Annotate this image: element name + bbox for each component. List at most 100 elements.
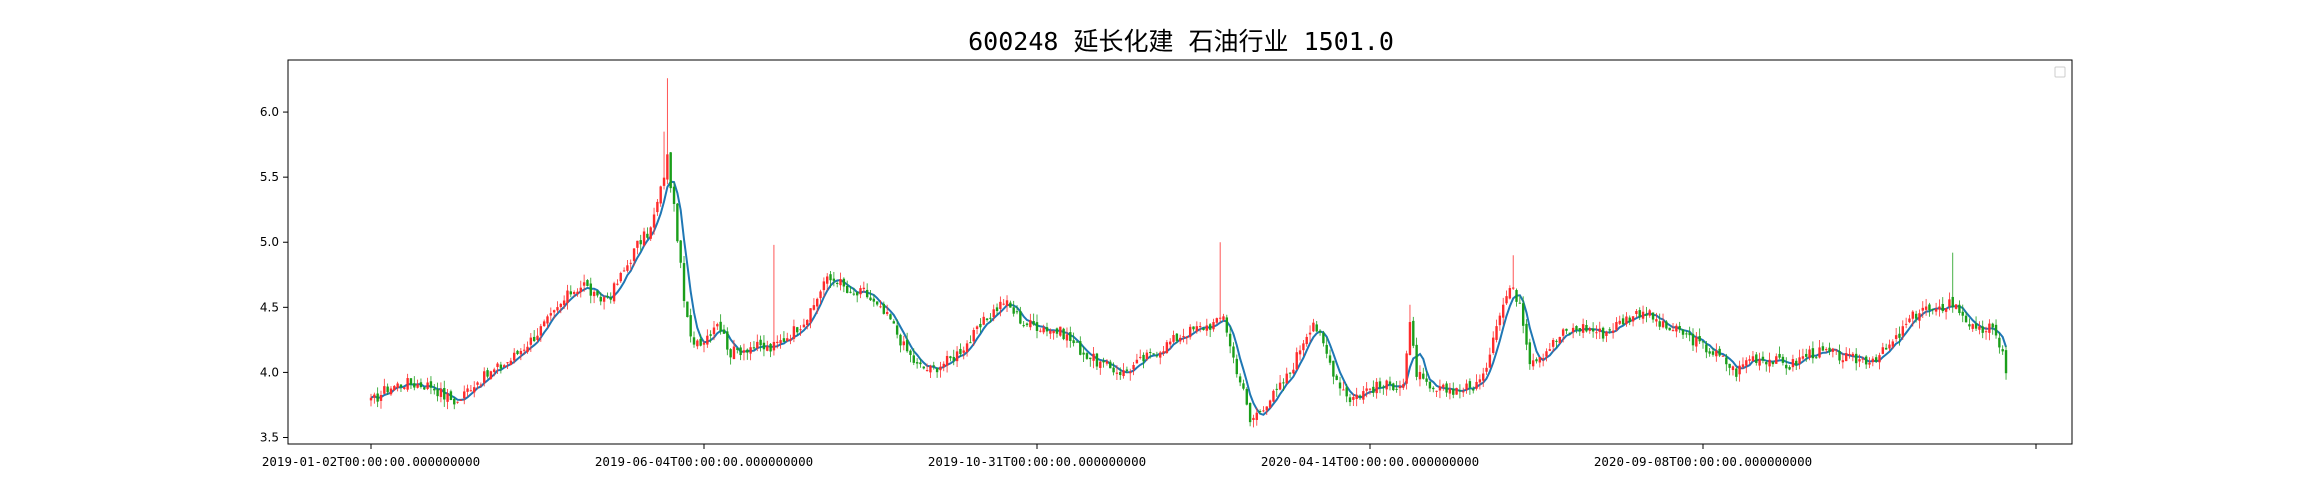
candle-body xyxy=(463,391,466,399)
candle xyxy=(1914,310,1918,323)
candle-body xyxy=(1954,304,1958,309)
candle-body xyxy=(792,326,796,339)
candle xyxy=(682,255,686,308)
candle xyxy=(669,152,672,193)
candle xyxy=(1581,318,1585,339)
candle xyxy=(915,358,919,369)
candle xyxy=(1312,318,1315,333)
candle-body xyxy=(1135,359,1139,364)
candle-body xyxy=(1625,316,1628,325)
candle-body xyxy=(889,314,892,320)
candle xyxy=(1628,315,1631,326)
candle xyxy=(712,320,716,341)
candle-body xyxy=(1671,330,1675,332)
candle xyxy=(1818,340,1821,359)
candle xyxy=(922,366,925,370)
candle xyxy=(522,343,526,355)
candle xyxy=(1159,350,1162,365)
candle xyxy=(383,378,386,395)
candle-body xyxy=(1775,356,1778,364)
candle xyxy=(782,331,786,343)
candle-body xyxy=(1332,360,1335,377)
candle xyxy=(925,363,929,372)
candle xyxy=(855,291,859,303)
candle-body xyxy=(1561,329,1565,336)
candle-body xyxy=(692,337,696,345)
candle-body xyxy=(526,346,529,353)
candle xyxy=(1984,326,1988,340)
candle xyxy=(1262,406,1265,413)
candle xyxy=(1981,320,1984,339)
candle-body xyxy=(1165,342,1169,353)
candle-body xyxy=(449,391,453,401)
candle-body xyxy=(509,360,513,365)
candle-body xyxy=(969,342,972,344)
candle xyxy=(1129,368,1132,381)
candle-body xyxy=(1934,308,1938,312)
candle-body xyxy=(679,240,682,263)
candle xyxy=(1668,327,1671,331)
candle xyxy=(1152,353,1155,355)
candle-body xyxy=(992,309,995,318)
candle xyxy=(1438,379,1442,399)
candle xyxy=(1685,330,1688,338)
candle xyxy=(503,363,506,368)
candle-body xyxy=(1089,357,1092,360)
candle xyxy=(393,385,396,391)
candle-body xyxy=(872,298,876,302)
candle xyxy=(529,333,533,352)
candle-body xyxy=(1255,412,1258,420)
candle xyxy=(719,314,722,335)
y-axis: 3.5 4.0 4.5 5.0 5.5 6.0 xyxy=(260,105,288,444)
candle xyxy=(689,308,692,343)
candle-body xyxy=(1305,336,1308,345)
candle-body xyxy=(636,240,639,248)
candle xyxy=(1202,327,1205,331)
candle-body xyxy=(1502,304,1505,318)
candle-body xyxy=(852,293,856,295)
candle-body xyxy=(1758,359,1761,366)
candle-body xyxy=(1315,324,1318,332)
candle-body xyxy=(489,371,493,379)
candle xyxy=(1758,352,1761,371)
candle xyxy=(945,350,949,373)
candle-body xyxy=(682,263,686,301)
candle-body xyxy=(1345,387,1348,397)
candle-body xyxy=(503,365,506,368)
candle xyxy=(416,379,419,389)
candle-body xyxy=(1059,326,1062,336)
candle xyxy=(1525,319,1528,351)
x-tick-label: 2020-04-14T00:00:00.000000000 xyxy=(1261,454,1479,469)
candle xyxy=(1665,320,1668,331)
candle-body xyxy=(1698,336,1701,342)
candle xyxy=(1315,320,1318,333)
candle xyxy=(1488,347,1492,369)
candle-body xyxy=(1968,324,1971,327)
candle-body xyxy=(1052,330,1055,334)
candle xyxy=(2001,345,2004,355)
candle-body xyxy=(875,301,879,305)
candle-body xyxy=(1129,371,1132,374)
candle xyxy=(1065,327,1069,348)
candle xyxy=(686,301,689,318)
candle-body xyxy=(1012,307,1015,314)
candle-body xyxy=(766,346,769,351)
candle-body xyxy=(1828,347,1831,352)
candle-body xyxy=(1918,313,1921,321)
y-tick-label: 6.0 xyxy=(260,105,279,119)
candle xyxy=(1768,352,1771,373)
candle-body xyxy=(932,365,935,367)
candle xyxy=(1601,326,1605,342)
candle xyxy=(1378,377,1382,394)
candle xyxy=(1805,348,1808,362)
candle-body xyxy=(1984,331,1988,333)
candle-body xyxy=(1558,337,1562,343)
candle-body xyxy=(546,316,549,324)
candle xyxy=(426,377,429,391)
candle xyxy=(379,390,383,409)
candle xyxy=(582,274,586,292)
candle-body xyxy=(1555,340,1558,342)
candle xyxy=(1059,326,1062,337)
candle-body xyxy=(1049,330,1052,334)
candle-body xyxy=(1871,358,1875,363)
